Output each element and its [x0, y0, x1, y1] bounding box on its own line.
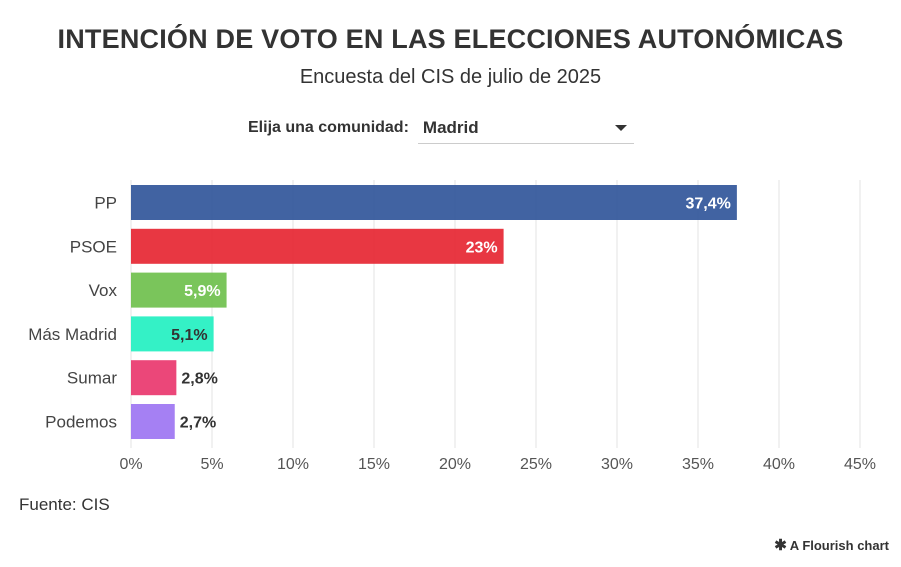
x-tick-label: 25%: [520, 456, 552, 473]
flourish-credit-text: A Flourish chart: [789, 538, 889, 553]
x-tick-label: 35%: [682, 456, 714, 473]
x-tick-label: 45%: [844, 456, 876, 473]
bar[interactable]: [131, 185, 737, 220]
x-tick-label: 40%: [763, 456, 795, 473]
x-tick-label: 5%: [200, 456, 223, 473]
category-label: Vox: [89, 281, 118, 300]
data-label: 2,7%: [180, 415, 216, 432]
x-tick-label: 10%: [277, 456, 309, 473]
community-selector-label: Elija una comunidad:: [248, 119, 409, 136]
bar[interactable]: [131, 272, 227, 308]
bar[interactable]: [131, 316, 214, 352]
data-label: 5,1%: [171, 327, 207, 344]
source-note: Fuente: CIS: [19, 495, 110, 514]
chart-title: INTENCIÓN DE VOTO EN LAS ELECCIONES AUTO…: [57, 24, 844, 54]
bar[interactable]: [131, 404, 175, 439]
chevron-down-icon: [614, 124, 627, 131]
community-selector: Elija una comunidad: Madrid: [248, 113, 634, 144]
x-tick-label: 15%: [358, 456, 390, 473]
flourish-credit-link[interactable]: ✱ A Flourish chart: [774, 538, 889, 553]
x-tick-label: 0%: [119, 456, 142, 473]
x-tick-label: 30%: [601, 456, 633, 473]
category-label: Podemos: [45, 413, 117, 432]
bar[interactable]: [131, 228, 504, 264]
category-label: PP: [94, 194, 117, 213]
chart-subtitle: Encuesta del CIS de julio de 2025: [299, 66, 602, 88]
data-label: 5,9%: [184, 283, 220, 300]
data-label: 2,8%: [181, 371, 217, 388]
bar[interactable]: [131, 360, 177, 396]
flourish-asterisk-icon: ✱: [774, 537, 787, 554]
category-label: Sumar: [67, 369, 117, 388]
community-dropdown-value: Madrid: [422, 117, 479, 137]
category-label: PSOE: [70, 237, 117, 256]
data-label: 37,4%: [686, 196, 731, 213]
x-tick-label: 20%: [439, 456, 471, 473]
data-label: 23%: [466, 239, 498, 256]
category-label: Más Madrid: [28, 325, 117, 344]
community-dropdown[interactable]: Madrid: [417, 113, 634, 144]
